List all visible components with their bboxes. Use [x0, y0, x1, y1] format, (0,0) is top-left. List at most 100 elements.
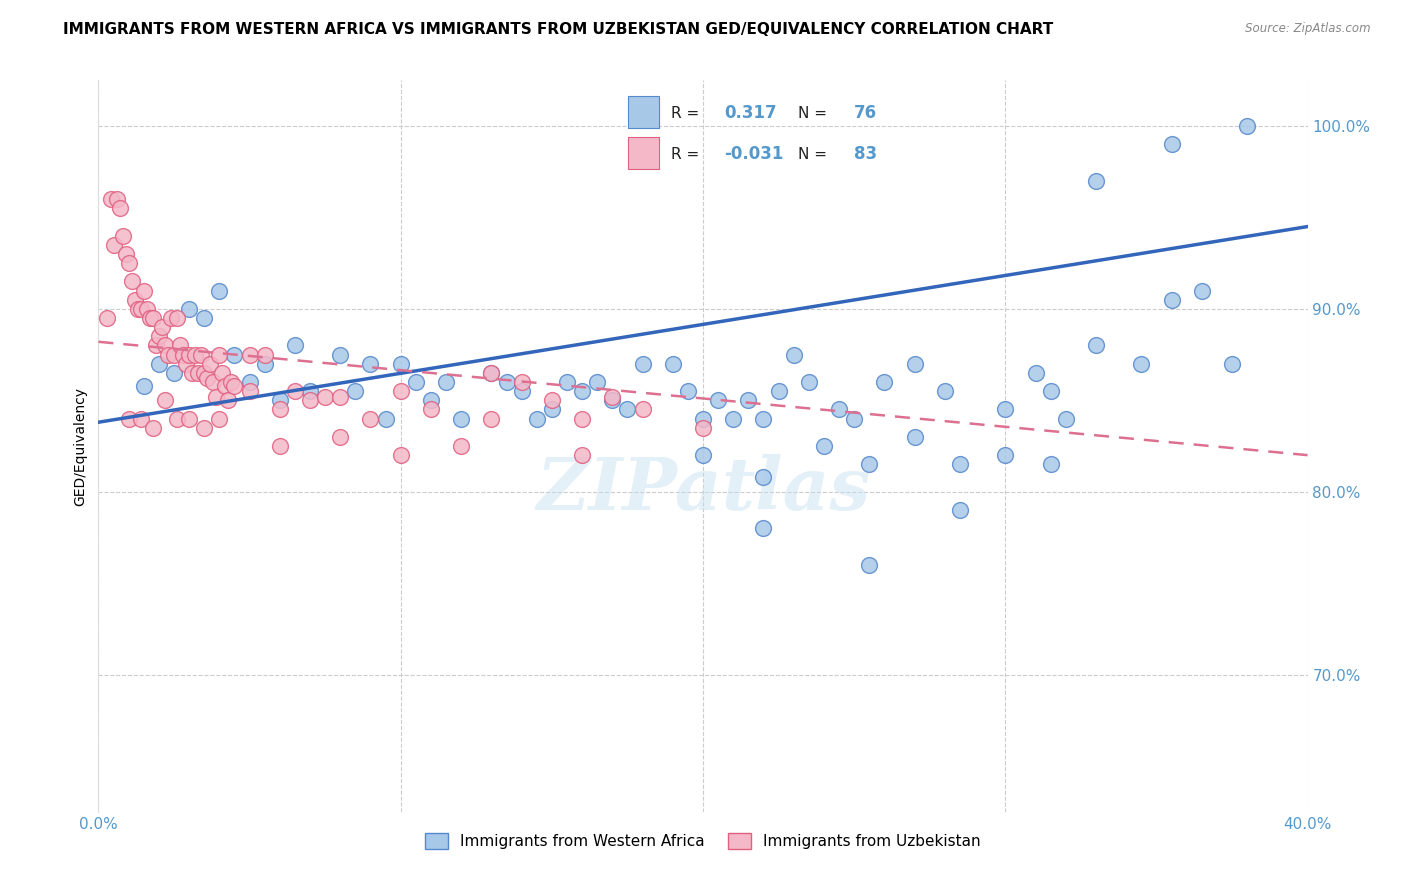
Point	[299, 393, 322, 408]
Point	[1236, 119, 1258, 133]
Point	[142, 420, 165, 434]
Point	[239, 384, 262, 399]
Point	[166, 411, 188, 425]
Point	[100, 192, 122, 206]
Y-axis label: GED/Equivalency: GED/Equivalency	[73, 386, 87, 506]
Point	[360, 411, 382, 425]
Point	[124, 293, 146, 307]
Point	[329, 390, 352, 404]
Point	[172, 347, 194, 362]
Point	[1024, 366, 1046, 380]
Point	[949, 503, 972, 517]
Point	[344, 384, 367, 399]
Point	[118, 411, 141, 425]
Point	[190, 347, 212, 362]
Point	[211, 366, 233, 380]
Point	[179, 347, 201, 362]
Point	[208, 347, 231, 362]
Point	[181, 366, 204, 380]
Text: -0.031: -0.031	[724, 145, 783, 163]
Point	[253, 357, 276, 371]
Point	[195, 371, 218, 385]
Point	[200, 357, 222, 371]
FancyBboxPatch shape	[628, 96, 659, 128]
Point	[269, 402, 291, 417]
Text: ZIPatlas: ZIPatlas	[536, 454, 870, 525]
Point	[631, 357, 654, 371]
Point	[389, 357, 412, 371]
Point	[994, 448, 1017, 462]
Text: 0.317: 0.317	[724, 104, 776, 122]
Point	[540, 393, 562, 408]
Point	[571, 384, 593, 399]
Point	[389, 448, 412, 462]
Point	[163, 366, 186, 380]
Point	[1160, 293, 1182, 307]
Point	[253, 347, 276, 362]
Point	[96, 310, 118, 325]
Point	[135, 301, 157, 316]
Point	[602, 390, 624, 404]
Point	[208, 411, 231, 425]
Point	[139, 310, 162, 325]
Point	[187, 366, 209, 380]
Point	[873, 375, 896, 389]
Point	[571, 411, 593, 425]
Point	[214, 378, 236, 392]
Point	[193, 366, 215, 380]
Point	[676, 384, 699, 399]
Point	[202, 375, 225, 389]
Point	[949, 458, 972, 472]
Text: N =: N =	[799, 106, 832, 120]
Point	[114, 247, 136, 261]
Point	[127, 301, 149, 316]
Point	[768, 384, 790, 399]
Point	[121, 274, 143, 288]
Point	[193, 310, 215, 325]
Point	[299, 384, 322, 399]
Point	[284, 384, 307, 399]
Point	[994, 402, 1017, 417]
Point	[184, 347, 207, 362]
Point	[132, 284, 155, 298]
Point	[692, 448, 714, 462]
Point	[179, 411, 201, 425]
Point	[692, 420, 714, 434]
Text: 83: 83	[853, 145, 877, 163]
Point	[153, 338, 176, 352]
Point	[752, 521, 775, 535]
Point	[737, 393, 759, 408]
Point	[224, 347, 246, 362]
Point	[374, 411, 396, 425]
Point	[163, 347, 186, 362]
Point	[179, 301, 201, 316]
Point	[540, 402, 562, 417]
Point	[329, 347, 352, 362]
Point	[166, 310, 188, 325]
Point	[828, 402, 851, 417]
Point	[571, 448, 593, 462]
Point	[555, 375, 578, 389]
Point	[129, 301, 152, 316]
Point	[1085, 174, 1108, 188]
Point	[813, 439, 835, 453]
Text: N =: N =	[799, 147, 832, 161]
Point	[111, 228, 134, 243]
Point	[752, 411, 775, 425]
Point	[602, 393, 624, 408]
Point	[360, 357, 382, 371]
FancyBboxPatch shape	[628, 137, 659, 169]
Point	[160, 310, 183, 325]
Point	[329, 430, 352, 444]
Point	[239, 347, 262, 362]
Point	[105, 192, 128, 206]
Point	[132, 378, 155, 392]
Point	[405, 375, 427, 389]
Point	[692, 411, 714, 425]
Point	[858, 558, 880, 572]
Point	[1054, 411, 1077, 425]
Point	[797, 375, 820, 389]
Point	[420, 402, 443, 417]
Point	[224, 378, 246, 392]
Point	[844, 411, 866, 425]
